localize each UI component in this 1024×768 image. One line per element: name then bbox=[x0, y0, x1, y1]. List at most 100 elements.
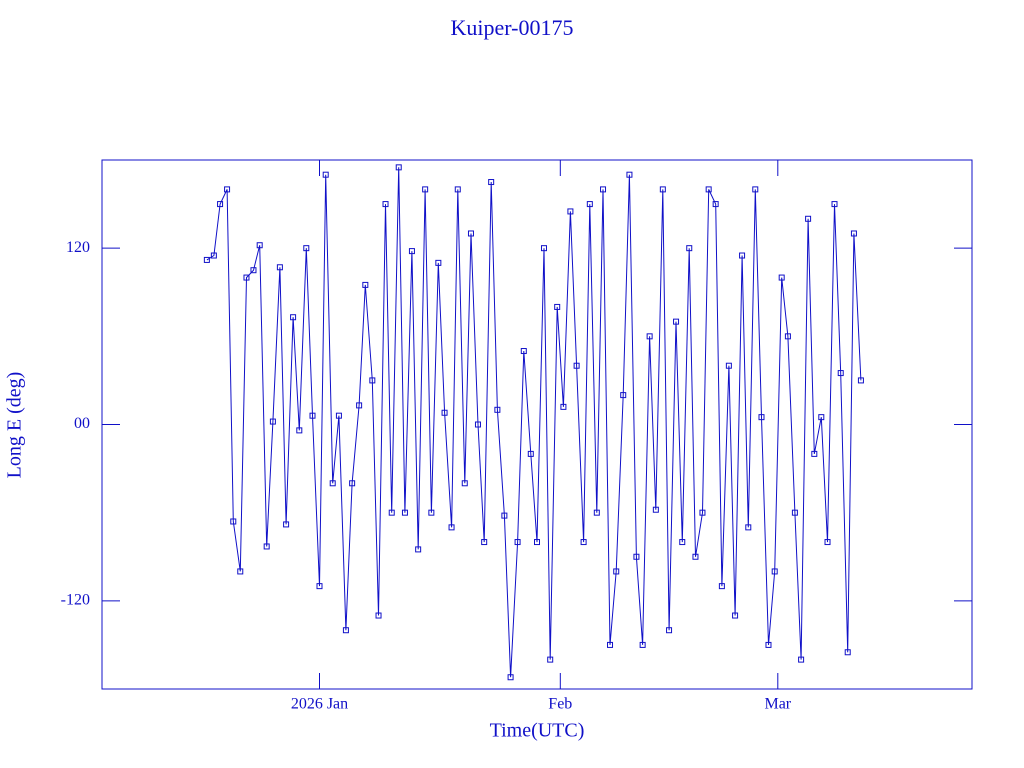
data-point bbox=[699, 509, 706, 516]
data-point bbox=[837, 370, 844, 377]
data-point bbox=[679, 539, 686, 546]
data-point bbox=[408, 248, 415, 255]
data-point bbox=[718, 583, 725, 590]
x-axis-label: Time(UTC) bbox=[490, 720, 585, 742]
data-point bbox=[626, 171, 633, 178]
data-point bbox=[554, 303, 561, 310]
data-point bbox=[652, 506, 659, 513]
data-point bbox=[395, 164, 402, 171]
data-point bbox=[342, 627, 349, 634]
data-point bbox=[448, 524, 455, 531]
data-point bbox=[824, 539, 831, 546]
data-point bbox=[784, 333, 791, 340]
x-tick-label: 2026 Jan bbox=[291, 696, 348, 713]
data-point bbox=[844, 649, 851, 656]
data-point bbox=[494, 406, 501, 413]
data-point bbox=[666, 627, 673, 634]
data-point bbox=[507, 674, 514, 681]
data-point bbox=[805, 215, 812, 222]
data-point bbox=[778, 274, 785, 281]
y-tick-label: -120 bbox=[61, 592, 90, 609]
data-point bbox=[540, 245, 547, 252]
data-point bbox=[290, 314, 297, 321]
data-point bbox=[296, 427, 303, 434]
data-point bbox=[349, 480, 356, 487]
data-point bbox=[256, 242, 263, 249]
data-point bbox=[401, 509, 408, 516]
data-point bbox=[474, 421, 481, 428]
data-point bbox=[316, 583, 323, 590]
data-point bbox=[203, 256, 210, 263]
data-point bbox=[692, 553, 699, 560]
data-point bbox=[520, 348, 527, 355]
data-point bbox=[467, 230, 474, 237]
data-point bbox=[269, 418, 276, 425]
data-point bbox=[428, 509, 435, 516]
data-point bbox=[593, 509, 600, 516]
data-point bbox=[705, 186, 712, 193]
data-point bbox=[527, 450, 534, 457]
data-point bbox=[534, 539, 540, 546]
data-point bbox=[454, 186, 461, 193]
data-point bbox=[382, 201, 389, 208]
x-tick-label: Mar bbox=[764, 696, 791, 713]
data-point bbox=[547, 656, 554, 663]
data-point bbox=[501, 512, 508, 519]
data-point bbox=[335, 412, 342, 419]
data-point bbox=[745, 524, 752, 531]
data-point bbox=[309, 412, 316, 419]
data-point bbox=[560, 403, 567, 410]
y-axis-label: Long E (deg) bbox=[4, 372, 26, 479]
data-point bbox=[752, 186, 759, 193]
data-point bbox=[613, 568, 620, 575]
data-point bbox=[818, 414, 825, 421]
data-point bbox=[580, 539, 587, 546]
data-point bbox=[481, 539, 488, 546]
data-point bbox=[739, 252, 746, 259]
data-point bbox=[732, 612, 739, 619]
data-point bbox=[250, 267, 257, 274]
data-point bbox=[388, 509, 395, 516]
y-tick-label: 120 bbox=[66, 239, 90, 256]
data-point bbox=[758, 414, 765, 421]
data-point bbox=[329, 480, 336, 487]
chart-title: Kuiper-00175 bbox=[451, 15, 574, 40]
data-point bbox=[639, 641, 646, 648]
data-line bbox=[206, 167, 862, 678]
data-point bbox=[600, 186, 607, 193]
data-point bbox=[369, 377, 376, 384]
data-point bbox=[230, 518, 237, 525]
data-point bbox=[435, 259, 442, 266]
data-point bbox=[237, 568, 244, 575]
data-point bbox=[850, 230, 857, 237]
data-point bbox=[441, 409, 448, 416]
data-point bbox=[620, 392, 627, 399]
data-point bbox=[798, 656, 805, 663]
data-point bbox=[356, 402, 363, 409]
data-point bbox=[646, 333, 653, 340]
data-point bbox=[243, 274, 250, 281]
data-point bbox=[322, 171, 329, 178]
data-point bbox=[686, 245, 693, 252]
data-point bbox=[712, 201, 719, 208]
data-point bbox=[514, 539, 521, 546]
data-point bbox=[811, 450, 818, 457]
data-point bbox=[362, 281, 369, 288]
y-tick-label: 00 bbox=[74, 415, 90, 432]
data-point bbox=[586, 201, 593, 208]
data-point bbox=[422, 186, 429, 193]
data-point bbox=[276, 264, 283, 271]
data-point bbox=[725, 362, 732, 369]
data-point bbox=[857, 377, 864, 384]
data-point bbox=[831, 201, 838, 208]
data-point bbox=[224, 186, 231, 193]
data-point bbox=[461, 480, 468, 487]
data-point bbox=[217, 201, 224, 208]
data-point bbox=[415, 546, 422, 553]
data-point bbox=[573, 362, 580, 369]
data-point bbox=[303, 245, 310, 252]
data-point bbox=[673, 318, 680, 325]
data-point bbox=[567, 208, 574, 215]
plot-area bbox=[203, 164, 864, 681]
